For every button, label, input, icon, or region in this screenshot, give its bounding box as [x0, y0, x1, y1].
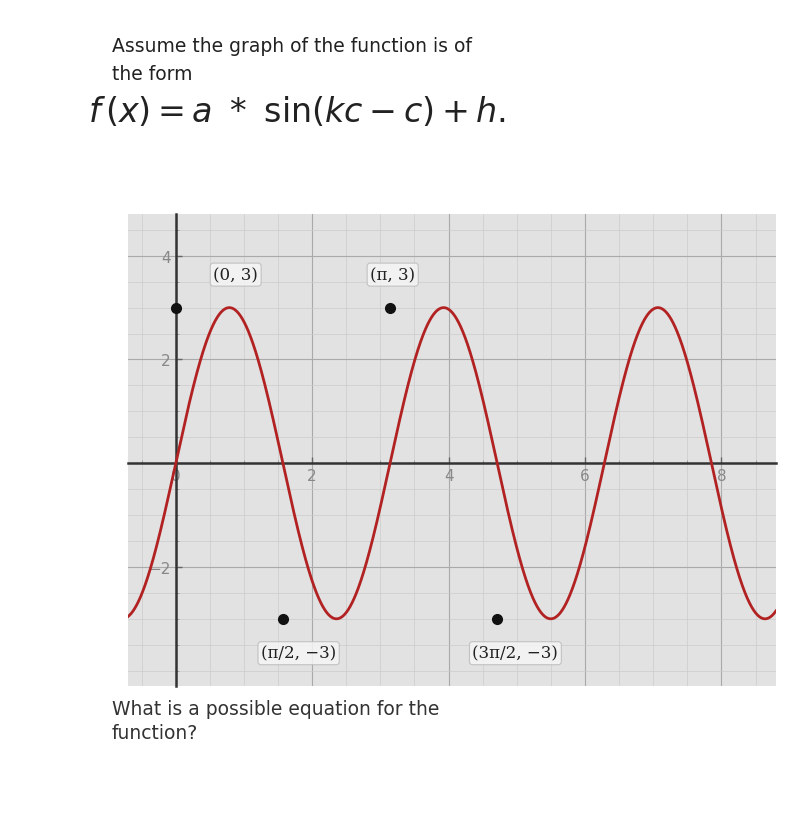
Text: (π/2, −3): (π/2, −3): [261, 645, 336, 662]
Text: (0, 3): (0, 3): [214, 267, 258, 284]
Text: Assume the graph of the function is of: Assume the graph of the function is of: [112, 37, 472, 56]
Text: What is a possible equation for the: What is a possible equation for the: [112, 699, 439, 718]
Text: $f\/(x) = a\ *\ \mathrm{sin}(kc - c) + h.$: $f\/(x) = a\ *\ \mathrm{sin}(kc - c) + h…: [88, 95, 506, 129]
Text: (3π/2, −3): (3π/2, −3): [473, 645, 558, 662]
Text: (π, 3): (π, 3): [370, 267, 415, 284]
Text: function?: function?: [112, 724, 198, 743]
Text: the form: the form: [112, 65, 193, 84]
